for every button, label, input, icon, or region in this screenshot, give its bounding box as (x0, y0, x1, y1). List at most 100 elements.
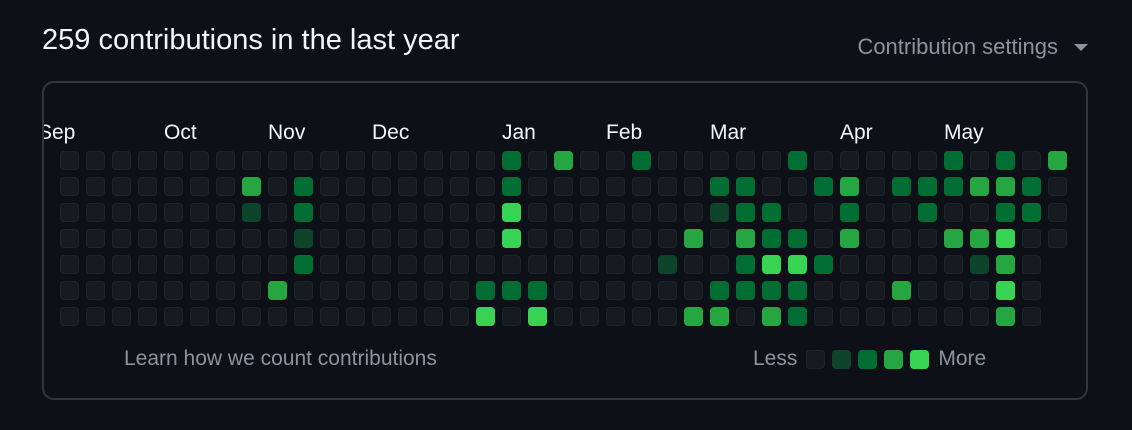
contribution-day-tue-week-15[interactable] (450, 203, 469, 222)
contribution-day-mon-week-2[interactable] (112, 177, 131, 196)
contribution-day-wed-week-0[interactable] (60, 229, 79, 248)
contribution-day-fri-week-9[interactable] (294, 281, 313, 300)
contribution-day-sun-week-28[interactable] (788, 151, 807, 170)
contribution-day-sat-week-13[interactable] (398, 307, 417, 326)
contribution-day-sun-week-33[interactable] (918, 151, 937, 170)
contribution-day-mon-week-5[interactable] (190, 177, 209, 196)
contribution-day-thu-week-2[interactable] (112, 255, 131, 274)
contribution-day-sat-week-28[interactable] (788, 307, 807, 326)
contribution-day-fri-week-25[interactable] (710, 281, 729, 300)
contribution-day-sun-week-13[interactable] (398, 151, 417, 170)
contribution-day-tue-week-21[interactable] (606, 203, 625, 222)
contribution-day-mon-week-17[interactable] (502, 177, 521, 196)
contribution-day-sat-week-14[interactable] (424, 307, 443, 326)
contribution-day-sat-week-3[interactable] (138, 307, 157, 326)
contribution-day-fri-week-20[interactable] (580, 281, 599, 300)
contribution-day-tue-week-29[interactable] (814, 203, 833, 222)
contribution-day-tue-week-18[interactable] (528, 203, 547, 222)
contribution-day-mon-week-27[interactable] (762, 177, 781, 196)
contribution-day-mon-week-19[interactable] (554, 177, 573, 196)
contribution-day-fri-week-36[interactable] (996, 281, 1015, 300)
contribution-day-wed-week-17[interactable] (502, 229, 521, 248)
contribution-day-fri-week-23[interactable] (658, 281, 677, 300)
contribution-day-wed-week-38[interactable] (1048, 229, 1067, 248)
contribution-day-fri-week-26[interactable] (736, 281, 755, 300)
contribution-day-tue-week-17[interactable] (502, 203, 521, 222)
contribution-day-thu-week-8[interactable] (268, 255, 287, 274)
contribution-day-sat-week-26[interactable] (736, 307, 755, 326)
contribution-day-wed-week-36[interactable] (996, 229, 1015, 248)
contribution-day-mon-week-35[interactable] (970, 177, 989, 196)
contribution-day-tue-week-16[interactable] (476, 203, 495, 222)
contribution-day-sun-week-20[interactable] (580, 151, 599, 170)
contribution-day-sun-week-22[interactable] (632, 151, 651, 170)
contribution-day-wed-week-19[interactable] (554, 229, 573, 248)
contribution-day-fri-week-14[interactable] (424, 281, 443, 300)
contribution-day-sat-week-1[interactable] (86, 307, 105, 326)
contribution-day-sun-week-31[interactable] (866, 151, 885, 170)
contribution-day-sat-week-5[interactable] (190, 307, 209, 326)
contribution-day-thu-week-6[interactable] (216, 255, 235, 274)
contribution-day-sat-week-17[interactable] (502, 307, 521, 326)
contribution-day-sun-week-3[interactable] (138, 151, 157, 170)
contribution-day-fri-week-5[interactable] (190, 281, 209, 300)
contribution-day-wed-week-7[interactable] (242, 229, 261, 248)
contribution-day-fri-week-1[interactable] (86, 281, 105, 300)
contribution-day-thu-week-17[interactable] (502, 255, 521, 274)
contribution-day-thu-week-4[interactable] (164, 255, 183, 274)
contribution-day-thu-week-24[interactable] (684, 255, 703, 274)
contribution-day-mon-week-8[interactable] (268, 177, 287, 196)
contribution-day-mon-week-28[interactable] (788, 177, 807, 196)
contribution-day-tue-week-37[interactable] (1022, 203, 1041, 222)
contribution-day-sun-week-18[interactable] (528, 151, 547, 170)
contribution-day-sat-week-20[interactable] (580, 307, 599, 326)
contribution-day-wed-week-8[interactable] (268, 229, 287, 248)
contribution-day-tue-week-13[interactable] (398, 203, 417, 222)
contribution-day-sat-week-27[interactable] (762, 307, 781, 326)
contribution-day-wed-week-31[interactable] (866, 229, 885, 248)
contribution-day-sun-week-14[interactable] (424, 151, 443, 170)
contribution-day-thu-week-22[interactable] (632, 255, 651, 274)
contribution-day-mon-week-18[interactable] (528, 177, 547, 196)
contribution-day-mon-week-24[interactable] (684, 177, 703, 196)
contribution-day-tue-week-33[interactable] (918, 203, 937, 222)
contribution-day-sun-week-12[interactable] (372, 151, 391, 170)
contribution-day-thu-week-18[interactable] (528, 255, 547, 274)
contribution-day-thu-week-5[interactable] (190, 255, 209, 274)
contribution-day-sun-week-36[interactable] (996, 151, 1015, 170)
contribution-day-tue-week-11[interactable] (346, 203, 365, 222)
contribution-day-sun-week-25[interactable] (710, 151, 729, 170)
contribution-day-wed-week-26[interactable] (736, 229, 755, 248)
contribution-day-sat-week-23[interactable] (658, 307, 677, 326)
contribution-day-wed-week-6[interactable] (216, 229, 235, 248)
contribution-day-fri-week-3[interactable] (138, 281, 157, 300)
contribution-day-wed-week-25[interactable] (710, 229, 729, 248)
contribution-day-sat-week-36[interactable] (996, 307, 1015, 326)
contribution-day-sat-week-0[interactable] (60, 307, 79, 326)
contribution-day-tue-week-5[interactable] (190, 203, 209, 222)
contribution-day-sun-week-16[interactable] (476, 151, 495, 170)
contribution-day-tue-week-24[interactable] (684, 203, 703, 222)
contribution-day-mon-week-22[interactable] (632, 177, 651, 196)
contribution-day-mon-week-16[interactable] (476, 177, 495, 196)
contribution-day-mon-week-21[interactable] (606, 177, 625, 196)
contribution-day-wed-week-27[interactable] (762, 229, 781, 248)
contribution-day-sun-week-8[interactable] (268, 151, 287, 170)
contribution-day-sun-week-4[interactable] (164, 151, 183, 170)
contribution-day-fri-week-32[interactable] (892, 281, 911, 300)
contribution-day-thu-week-14[interactable] (424, 255, 443, 274)
contribution-day-sun-week-37[interactable] (1022, 151, 1041, 170)
contribution-day-sat-week-11[interactable] (346, 307, 365, 326)
contribution-day-thu-week-21[interactable] (606, 255, 625, 274)
contribution-day-thu-week-9[interactable] (294, 255, 313, 274)
contribution-day-wed-week-30[interactable] (840, 229, 859, 248)
contribution-day-mon-week-4[interactable] (164, 177, 183, 196)
contribution-day-sat-week-9[interactable] (294, 307, 313, 326)
contribution-day-sat-week-33[interactable] (918, 307, 937, 326)
contribution-day-mon-week-1[interactable] (86, 177, 105, 196)
contribution-day-fri-week-27[interactable] (762, 281, 781, 300)
contribution-day-sat-week-6[interactable] (216, 307, 235, 326)
contribution-day-wed-week-5[interactable] (190, 229, 209, 248)
contribution-day-fri-week-16[interactable] (476, 281, 495, 300)
contribution-day-thu-week-37[interactable] (1022, 255, 1041, 274)
